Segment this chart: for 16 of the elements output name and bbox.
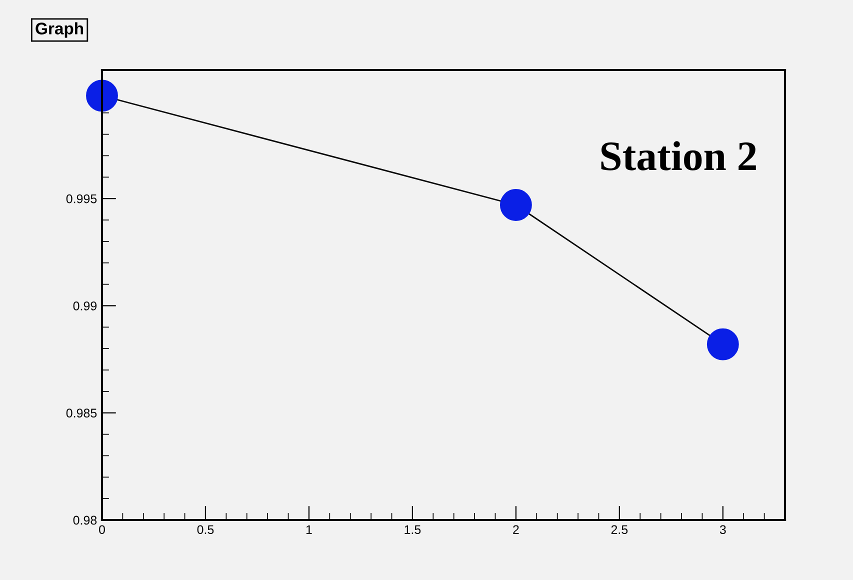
x-tick-label: 3	[720, 525, 726, 534]
x-tick-label: 2.5	[611, 525, 628, 534]
y-tick-label: 0.985	[66, 408, 97, 418]
y-tick-label: 0.98	[73, 516, 97, 525]
annotation: Station 2	[601, 141, 756, 170]
x-tick-label: 1	[306, 525, 312, 534]
point	[500, 189, 532, 221]
point	[706, 328, 739, 360]
x-tick-label: 0.5	[197, 525, 214, 534]
y-tick-label: 0.995	[66, 194, 97, 204]
x-tick-label: 1.5	[404, 525, 421, 534]
x-tick-label: 2	[513, 525, 519, 534]
x-tick-label: 0	[99, 525, 105, 534]
chart-title: Graph	[36, 22, 84, 38]
y-tick-label: 0.99	[73, 302, 97, 310]
point	[86, 80, 118, 112]
